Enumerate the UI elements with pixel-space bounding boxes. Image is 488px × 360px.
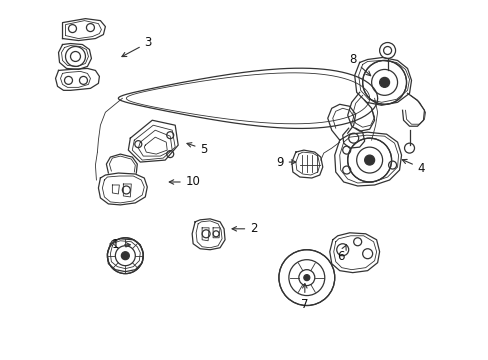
Text: 9: 9 <box>276 156 295 168</box>
Text: 4: 4 <box>402 159 425 175</box>
Text: 2: 2 <box>232 222 257 235</box>
Circle shape <box>364 155 374 165</box>
Text: 10: 10 <box>169 175 200 189</box>
Text: 7: 7 <box>301 284 308 311</box>
Circle shape <box>362 60 406 104</box>
Text: 3: 3 <box>122 36 152 57</box>
Text: 1: 1 <box>111 238 130 251</box>
Text: 6: 6 <box>336 245 346 263</box>
Circle shape <box>107 238 143 274</box>
Circle shape <box>379 77 389 87</box>
Circle shape <box>303 275 309 280</box>
Circle shape <box>121 252 129 260</box>
Text: 8: 8 <box>348 53 370 76</box>
Text: 5: 5 <box>186 143 207 156</box>
Circle shape <box>347 138 391 182</box>
Circle shape <box>278 250 334 306</box>
